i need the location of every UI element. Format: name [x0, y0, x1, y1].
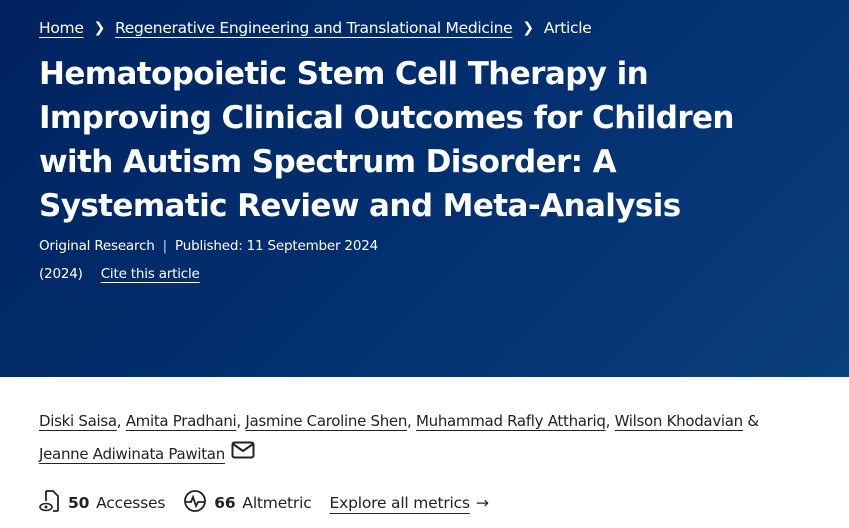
- article-type: Original Research: [39, 238, 155, 254]
- page-title: Hematopoietic Stem Cell Therapy in Impro…: [39, 56, 735, 224]
- cite-link[interactable]: Cite this article: [100, 266, 200, 282]
- citation-row: (2024) Cite this article: [39, 266, 810, 282]
- breadcrumb-home[interactable]: Home: [39, 19, 84, 37]
- author-link[interactable]: Wilson Khodavian: [614, 412, 744, 430]
- email-icon[interactable]: [231, 438, 255, 471]
- article-meta: Original Research | Published: 11 Septem…: [39, 238, 810, 254]
- chevron-right-icon: ❯: [522, 20, 534, 36]
- divider: |: [162, 238, 168, 254]
- author-list: Diski Saisa, Amita Pradhani, Jasmine Car…: [0, 377, 820, 471]
- article-header: Home ❯ Regenerative Engineering and Tran…: [0, 0, 849, 377]
- altmetric-icon: [183, 489, 207, 517]
- breadcrumb: Home ❯ Regenerative Engineering and Tran…: [39, 16, 810, 40]
- author-link[interactable]: Amita Pradhani: [125, 412, 237, 430]
- author-link[interactable]: Jasmine Caroline Shen: [245, 412, 408, 430]
- author-link[interactable]: Muhammad Rafly Atthariq: [415, 412, 606, 430]
- published-date: Published: 11 September 2024: [175, 238, 378, 254]
- author-link[interactable]: Jeanne Adiwinata Pawitan: [39, 445, 225, 463]
- arrow-right-icon: →: [475, 494, 489, 512]
- metrics-bar: 50 Accesses 66 Altmetric Explore all met…: [0, 471, 849, 517]
- breadcrumb-journal[interactable]: Regenerative Engineering and Translation…: [115, 19, 513, 37]
- year: (2024): [39, 266, 83, 282]
- breadcrumb-current: Article: [543, 19, 592, 37]
- altmetric-label: Altmetric: [242, 494, 312, 512]
- ampersand: &: [747, 412, 759, 430]
- chevron-right-icon: ❯: [93, 20, 106, 36]
- accesses-icon: [39, 489, 61, 517]
- explore-metrics-link[interactable]: Explore all metrics: [329, 494, 471, 512]
- accesses-count: 50: [68, 494, 90, 512]
- altmetric-count: 66: [214, 494, 236, 512]
- author-link[interactable]: Diski Saisa: [39, 412, 117, 430]
- accesses-label: Accesses: [96, 494, 166, 512]
